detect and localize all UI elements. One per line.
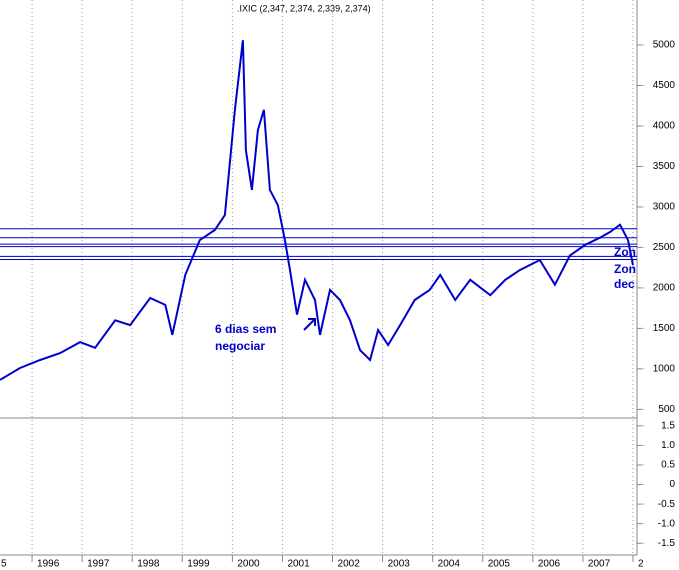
y-tick-label: 3000 bbox=[653, 202, 676, 213]
y-tick-label: 4500 bbox=[653, 80, 676, 91]
x-tick-label: 1998 bbox=[137, 559, 160, 570]
y-tick-label: 3500 bbox=[653, 161, 676, 172]
x-tick-label: 1996 bbox=[37, 559, 60, 570]
y-tick-label: 5000 bbox=[653, 40, 676, 51]
y-tick-label: 500 bbox=[658, 404, 675, 415]
y-tick-label: 2500 bbox=[653, 242, 676, 253]
y-tick-label: -1.0 bbox=[658, 518, 676, 529]
y-tick-label: 1000 bbox=[653, 363, 676, 374]
y-tick-label: 0.5 bbox=[661, 460, 675, 471]
x-tick-label: 1997 bbox=[87, 559, 110, 570]
x-tick-label: 2002 bbox=[338, 559, 361, 570]
y-tick-label: 1.0 bbox=[661, 440, 675, 451]
annotation: 6 dias sem bbox=[215, 322, 276, 336]
y-tick-label: -1.5 bbox=[658, 538, 676, 549]
arrow-head bbox=[308, 318, 316, 326]
price-line bbox=[0, 40, 634, 381]
x-tick-label: 5 bbox=[1, 559, 7, 570]
x-tick-label: 2000 bbox=[237, 559, 260, 570]
y-tick-label: 4000 bbox=[653, 121, 676, 132]
x-tick-label: 2 bbox=[638, 559, 644, 570]
arrow bbox=[303, 319, 315, 331]
annotation: Zon bbox=[614, 262, 636, 276]
y-tick-label: 0 bbox=[669, 479, 675, 490]
y-tick-label: 1.5 bbox=[661, 420, 675, 431]
annotation: negociar bbox=[215, 339, 265, 353]
y-tick-label: 2000 bbox=[653, 283, 676, 294]
x-tick-label: 2001 bbox=[287, 559, 310, 570]
x-tick-label: 2006 bbox=[538, 559, 561, 570]
chart-title: .IXIC (2,347, 2,374, 2,339, 2,374) bbox=[237, 3, 371, 13]
annotation: dec bbox=[614, 277, 635, 291]
x-tick-label: 2003 bbox=[388, 559, 411, 570]
x-tick-label: 2004 bbox=[438, 559, 461, 570]
x-tick-label: 2005 bbox=[488, 559, 511, 570]
y-tick-label: -0.5 bbox=[658, 499, 676, 510]
annotation: Zon bbox=[614, 245, 636, 259]
x-tick-label: 2007 bbox=[588, 559, 611, 570]
y-tick-label: 1500 bbox=[653, 323, 676, 334]
x-tick-label: 1999 bbox=[187, 559, 210, 570]
